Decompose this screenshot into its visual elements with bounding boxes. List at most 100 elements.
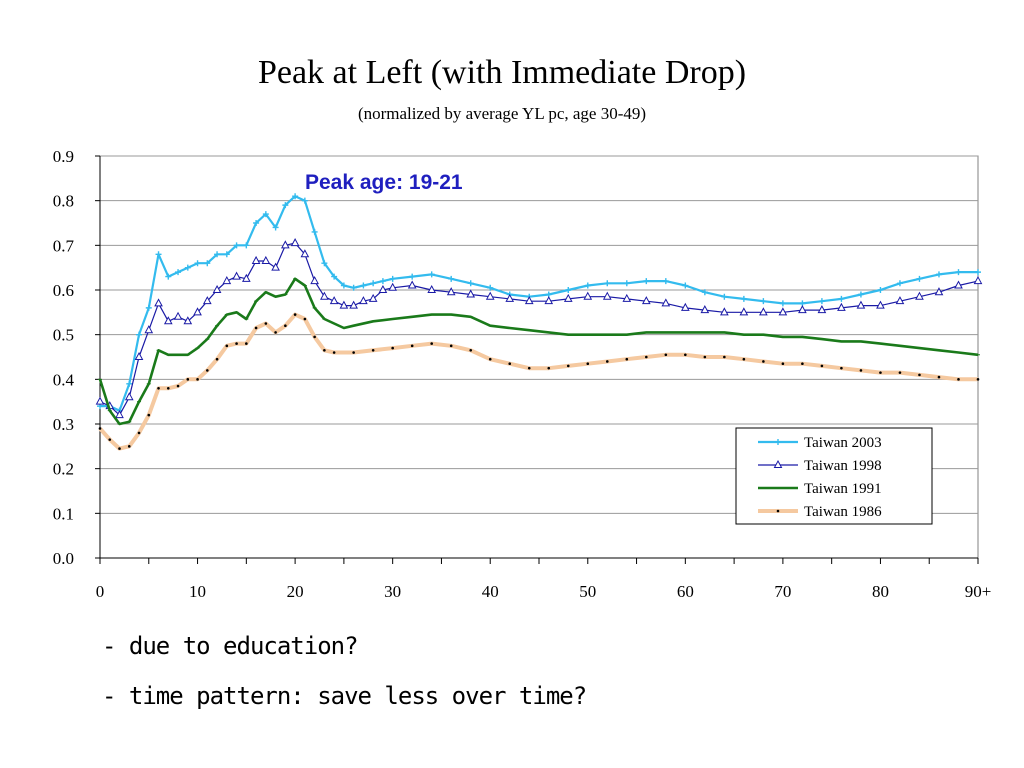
data-point	[233, 242, 240, 249]
data-point	[856, 300, 866, 309]
data-point	[293, 313, 297, 316]
data-point	[340, 282, 347, 289]
y-tick-label: 0.1	[53, 504, 74, 523]
x-tick-label: 50	[579, 582, 596, 601]
data-point	[214, 251, 221, 258]
data-point	[282, 202, 289, 209]
legend: Taiwan 2003 Taiwan 1998 Taiwan 1991 Taiwan …	[735, 427, 933, 525]
data-point	[840, 366, 843, 370]
legend-box	[735, 427, 933, 525]
data-point	[742, 357, 746, 361]
x-tick-label: 10	[189, 582, 206, 601]
data-point	[817, 305, 827, 314]
legend-label: Taiwan 1991	[804, 481, 882, 497]
data-point	[469, 349, 473, 352]
data-point	[183, 316, 193, 325]
data-point	[955, 269, 962, 276]
data-point	[448, 275, 455, 282]
gridlines	[99, 155, 979, 559]
data-point	[232, 271, 241, 280]
data-point	[954, 280, 963, 289]
data-point	[505, 293, 515, 302]
data-point	[703, 355, 707, 359]
data-point	[389, 275, 396, 282]
data-point	[261, 255, 271, 264]
data-point	[466, 289, 476, 298]
data-point	[332, 351, 336, 354]
data-point	[331, 273, 338, 280]
data-point	[154, 298, 163, 307]
data-point	[524, 296, 534, 305]
data-point	[488, 357, 492, 361]
data-point	[311, 228, 318, 235]
data-point	[301, 197, 308, 204]
data-point	[98, 427, 102, 430]
series-line	[98, 312, 978, 451]
data-point	[818, 298, 825, 305]
x-tick-label: 80	[872, 582, 889, 601]
data-point	[212, 284, 222, 293]
data-point	[410, 344, 414, 348]
data-point	[935, 271, 942, 278]
data-point	[918, 373, 921, 377]
data-point	[292, 193, 299, 200]
y-tick-label: 0.6	[53, 281, 74, 300]
data-point	[173, 311, 183, 320]
data-point	[975, 269, 981, 276]
x-tick-label: 60	[677, 582, 694, 601]
data-point	[661, 298, 671, 307]
data-point	[721, 293, 728, 300]
data-point	[241, 273, 251, 282]
data-point	[798, 305, 807, 314]
data-point	[547, 366, 551, 370]
data-point	[915, 291, 924, 300]
data-point	[368, 293, 378, 302]
data-point	[272, 224, 279, 231]
data-point	[235, 342, 238, 345]
data-point	[586, 362, 590, 366]
data-point	[186, 378, 190, 381]
data-point	[740, 295, 747, 302]
data-point	[781, 362, 785, 366]
data-point	[720, 307, 729, 316]
data-point	[664, 353, 668, 357]
data-point	[623, 280, 630, 287]
data-point	[204, 260, 211, 267]
data-point	[243, 242, 250, 249]
data-point	[701, 289, 708, 296]
data-point	[225, 344, 229, 348]
data-point	[134, 351, 144, 360]
data-point	[801, 362, 804, 366]
data-point	[762, 360, 765, 363]
data-point	[895, 296, 905, 305]
y-tick-label: 0.7	[53, 236, 75, 255]
series-taiwan-1998	[95, 238, 983, 419]
data-point	[877, 287, 884, 293]
x-tick-label: 20	[287, 582, 304, 601]
slide-subtitle: (normalized by average YL pc, age 30-49)	[357, 104, 647, 123]
data-point	[778, 307, 788, 316]
x-tick-label: 90+	[965, 582, 992, 601]
x-tick-label: 0	[96, 582, 105, 601]
data-point	[379, 278, 386, 285]
data-point	[271, 262, 280, 271]
data-point	[245, 342, 248, 345]
data-point	[253, 220, 260, 226]
data-point	[723, 355, 726, 359]
legend-label: Taiwan 1986	[804, 504, 882, 520]
data-point	[202, 296, 212, 305]
series-line	[99, 242, 979, 416]
data-point	[916, 275, 923, 282]
data-point	[323, 349, 326, 352]
data-point	[147, 413, 151, 417]
data-point	[779, 300, 786, 307]
data-point	[284, 324, 287, 328]
data-point	[222, 276, 232, 285]
data-point	[446, 287, 456, 296]
series-lines	[95, 193, 983, 451]
data-point	[118, 447, 121, 450]
data-point	[449, 344, 453, 348]
data-point	[196, 378, 199, 381]
data-point	[565, 287, 572, 293]
data-point	[145, 304, 152, 311]
